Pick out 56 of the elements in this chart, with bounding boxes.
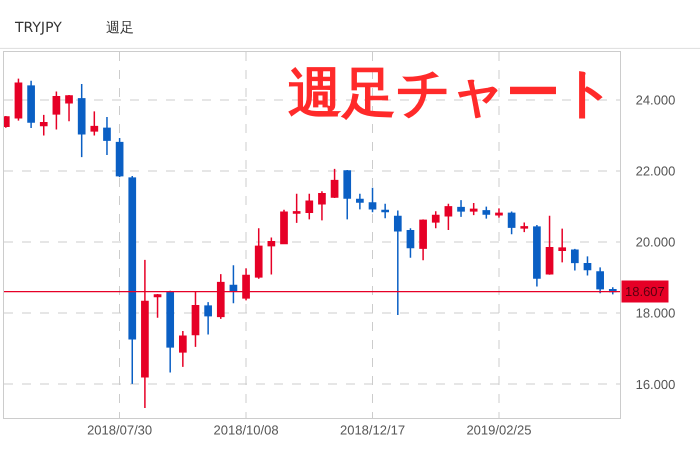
candlestick (40, 114, 48, 136)
candlestick (457, 199, 465, 218)
candlestick (495, 208, 503, 218)
candlestick (305, 193, 314, 220)
candlestick (178, 330, 187, 368)
candlestick (419, 218, 427, 261)
candlestick (128, 175, 136, 385)
x-tick-label: 2018/10/08 (214, 422, 279, 438)
y-tick-label: 16.000 (636, 376, 676, 392)
candlestick (204, 301, 212, 336)
candlestick (470, 202, 478, 216)
candlestick (584, 256, 592, 276)
candlestick (533, 224, 541, 288)
candlestick (482, 206, 490, 220)
candlestick (78, 83, 86, 158)
candlestick (280, 209, 288, 245)
candlestick (520, 222, 528, 233)
candlestick (254, 228, 263, 280)
candlestick (65, 94, 73, 122)
ref-line-label: 18.607 (625, 284, 665, 299)
text: 週足 (106, 20, 134, 36)
chart-title: 週足チャート (288, 61, 615, 124)
x-tick-label: 2018/12/17 (340, 422, 406, 438)
candlestick (90, 110, 98, 136)
y-tick-label: 22.000 (636, 164, 676, 179)
candlestick (292, 193, 300, 224)
candlestick (356, 193, 364, 210)
candlestick (52, 90, 60, 130)
candlestick (546, 215, 554, 276)
candlestick (330, 168, 338, 199)
candlestick (381, 202, 390, 220)
candlestick (14, 78, 22, 122)
candlestick (268, 236, 276, 276)
candlestick (432, 210, 440, 229)
candlestick (570, 248, 579, 272)
x-tick-label: 2018/07/30 (87, 422, 152, 438)
candlestick (154, 293, 162, 319)
candlestick (116, 137, 124, 178)
candlestick (166, 291, 174, 374)
candlestick (368, 186, 376, 214)
candlestick (406, 228, 414, 258)
y-tick-label: 20.000 (636, 234, 676, 250)
candlestick (103, 116, 111, 156)
text: TRYJPY (14, 20, 62, 36)
x-tick-label: 2019/02/25 (466, 422, 532, 438)
candlestick (343, 169, 352, 220)
candlestick (230, 264, 238, 304)
candlestick (596, 266, 604, 294)
candlestick (508, 210, 516, 236)
candlestick (558, 228, 566, 264)
candlestick (27, 80, 35, 129)
y-tick-label: 24.000 (636, 92, 676, 108)
y-tick-label: 18.000 (636, 306, 676, 321)
candlestick (318, 190, 326, 222)
candlestick (394, 210, 402, 316)
candlestick (444, 202, 452, 231)
